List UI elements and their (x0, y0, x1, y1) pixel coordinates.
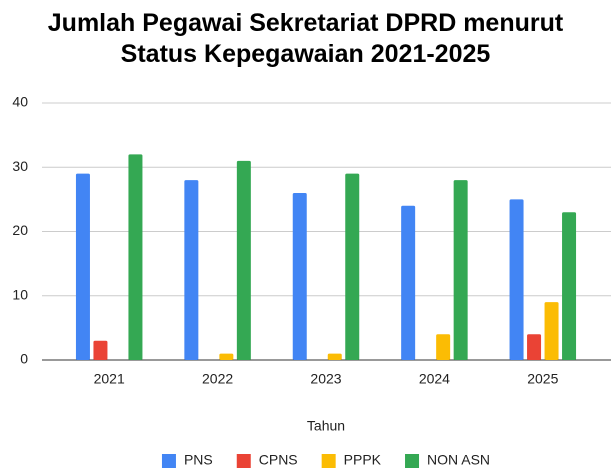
bar (128, 154, 143, 360)
legend-label: PPPK (344, 452, 382, 468)
legend-swatch (321, 454, 336, 468)
bar (544, 302, 559, 360)
bar (436, 334, 451, 360)
x-axis-label: Tahun (307, 418, 345, 434)
bar (509, 199, 524, 360)
chart-title: Jumlah Pegawai Sekretariat DPRD menurut … (47, 9, 564, 68)
x-tick-label: 2023 (310, 371, 341, 387)
legend-swatch (236, 454, 251, 468)
legend-swatch (161, 454, 176, 468)
bar (236, 160, 251, 360)
x-tick-label: 2025 (527, 371, 558, 387)
bar (401, 205, 416, 360)
bar (93, 340, 108, 360)
bar (453, 180, 468, 360)
legend-swatch (405, 454, 420, 468)
y-tick-label: 30 (12, 158, 28, 174)
bar (292, 192, 307, 360)
legend-label: CPNS (259, 452, 298, 468)
bar (219, 353, 234, 360)
y-tick-label: 40 (12, 94, 28, 110)
bar (327, 353, 342, 360)
bar (527, 334, 542, 360)
bar (75, 173, 90, 360)
bar (345, 173, 360, 360)
y-tick-label: 20 (12, 222, 28, 238)
bar (184, 180, 199, 360)
x-tick-label: 2024 (419, 371, 450, 387)
legend-label: NON ASN (427, 452, 490, 468)
x-tick-label: 2021 (94, 371, 125, 387)
legend-label: PNS (184, 452, 213, 468)
x-tick-label: 2022 (202, 371, 233, 387)
bar (562, 212, 577, 360)
y-tick-label: 0 (20, 351, 28, 367)
y-tick-label: 10 (12, 286, 28, 302)
